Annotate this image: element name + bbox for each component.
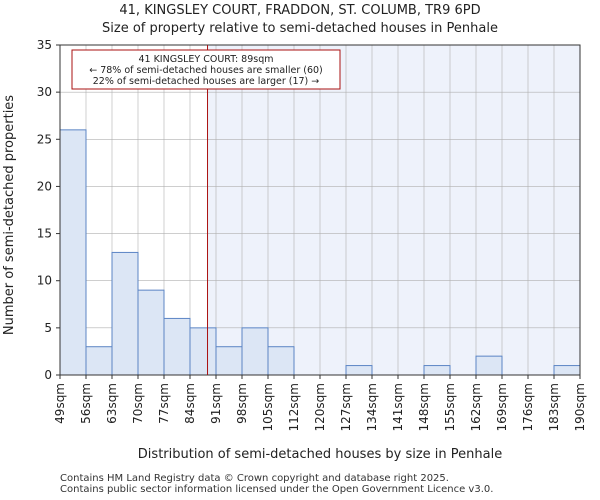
x-tick-label: 112sqm — [287, 383, 301, 431]
x-tick-label: 56sqm — [79, 383, 93, 424]
x-tick-label: 77sqm — [157, 383, 171, 424]
chart-title: Size of property relative to semi-detach… — [102, 21, 498, 36]
x-tick-label: 190sqm — [573, 383, 587, 431]
annotation-line-property: 41 KINGSLEY COURT: 89sqm — [138, 54, 273, 65]
histogram-bar — [111, 251, 139, 376]
y-tick-label: 5 — [44, 321, 52, 335]
histogram-bar — [475, 355, 503, 376]
histogram-bar — [163, 317, 191, 376]
histogram-bar — [189, 327, 217, 376]
footer-copyright: Contains HM Land Registry data © Crown c… — [60, 473, 449, 484]
footer-licence: Contains public sector information licen… — [60, 484, 494, 495]
x-tick-label: 141sqm — [391, 383, 405, 431]
histogram-bar — [137, 289, 165, 376]
x-tick-label: 162sqm — [469, 383, 483, 431]
x-tick-label: 98sqm — [235, 383, 249, 424]
annotation-line-larger: 22% of semi-detached houses are larger (… — [93, 76, 320, 87]
x-axis-label: Distribution of semi-detached houses by … — [138, 447, 502, 462]
x-tick-label: 176sqm — [521, 383, 535, 431]
annotation-line-smaller: ← 78% of semi-detached houses are smalle… — [89, 65, 323, 76]
x-tick-label: 49sqm — [53, 383, 67, 424]
histogram-bar — [267, 346, 295, 376]
y-tick-label: 25 — [37, 132, 52, 146]
x-tick-label: 155sqm — [443, 383, 457, 431]
larger-region-shade — [207, 45, 580, 375]
chart-title-address: 41, KINGSLEY COURT, FRADDON, ST. COLUMB,… — [119, 3, 481, 18]
annotation-box: 41 KINGSLEY COURT: 89sqm ← 78% of semi-d… — [71, 49, 341, 90]
x-tick-label: 127sqm — [339, 383, 353, 431]
histogram-bar — [215, 346, 243, 376]
y-tick-label: 0 — [44, 368, 52, 382]
x-tick-label: 91sqm — [209, 383, 223, 424]
x-tick-label: 70sqm — [131, 383, 145, 424]
histogram-bar — [345, 365, 373, 376]
x-tick-label: 105sqm — [261, 383, 275, 431]
histogram-bar — [85, 346, 113, 376]
x-tick-label: 84sqm — [183, 383, 197, 424]
y-tick-label: 15 — [37, 227, 52, 241]
y-tick-label: 10 — [37, 274, 52, 288]
histogram-bar — [553, 365, 581, 376]
x-tick-label: 63sqm — [105, 383, 119, 424]
y-tick-label: 20 — [37, 179, 52, 193]
x-tick-label: 169sqm — [495, 383, 509, 431]
histogram-bar — [423, 365, 451, 376]
y-axis-label: Number of semi-detached properties — [2, 95, 17, 335]
histogram-bar — [59, 129, 87, 376]
y-tick-label: 30 — [37, 85, 52, 99]
y-tick-label: 35 — [37, 38, 52, 52]
x-tick-label: 134sqm — [365, 383, 379, 431]
histogram-bar — [241, 327, 269, 376]
x-tick-label: 148sqm — [417, 383, 431, 431]
x-tick-label: 183sqm — [547, 383, 561, 431]
x-tick-label: 120sqm — [313, 383, 327, 431]
